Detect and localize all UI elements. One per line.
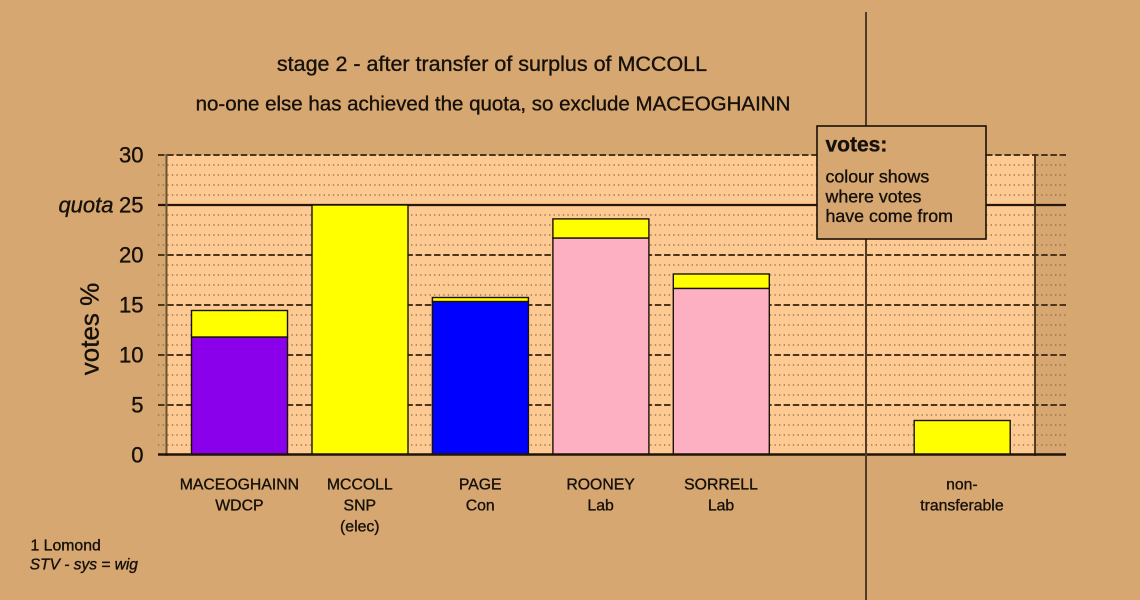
svg-text:1 Lomond: 1 Lomond <box>31 538 101 555</box>
svg-text:transferable: transferable <box>920 498 1004 515</box>
svg-text:votes:: votes: <box>826 134 888 157</box>
svg-text:25: 25 <box>119 193 143 218</box>
svg-text:Con: Con <box>466 498 495 515</box>
svg-text:30: 30 <box>119 143 143 168</box>
svg-text:STV - sys = wig: STV - sys = wig <box>30 557 138 574</box>
svg-text:20: 20 <box>119 243 143 268</box>
svg-text:MCCOLL: MCCOLL <box>327 477 393 494</box>
svg-text:Lab: Lab <box>708 498 735 515</box>
svg-text:MACEOGHAINN: MACEOGHAINN <box>180 477 299 494</box>
svg-text:have come from: have come from <box>826 206 953 226</box>
svg-text:0: 0 <box>131 443 143 468</box>
svg-text:colour shows: colour shows <box>826 167 930 187</box>
svg-text:no-one else has achieved the q: no-one else has achieved the quota, so e… <box>196 93 791 116</box>
svg-text:votes %: votes % <box>75 283 105 376</box>
svg-text:SNP: SNP <box>344 498 376 515</box>
svg-text:quota: quota <box>58 193 113 218</box>
svg-text:10: 10 <box>119 343 143 368</box>
svg-text:5: 5 <box>131 393 143 418</box>
svg-text:PAGE: PAGE <box>459 477 502 494</box>
svg-text:where votes: where votes <box>825 186 922 206</box>
svg-text:(elec): (elec) <box>340 519 380 536</box>
svg-text:15: 15 <box>119 293 143 318</box>
svg-text:SORRELL: SORRELL <box>684 477 758 494</box>
svg-text:stage 2 - after transfer of su: stage 2 - after transfer of surplus of M… <box>277 52 707 76</box>
svg-text:Lab: Lab <box>587 498 614 515</box>
svg-text:non-: non- <box>946 477 978 494</box>
svg-text:ROONEY: ROONEY <box>566 477 635 494</box>
svg-text:WDCP: WDCP <box>215 498 263 515</box>
